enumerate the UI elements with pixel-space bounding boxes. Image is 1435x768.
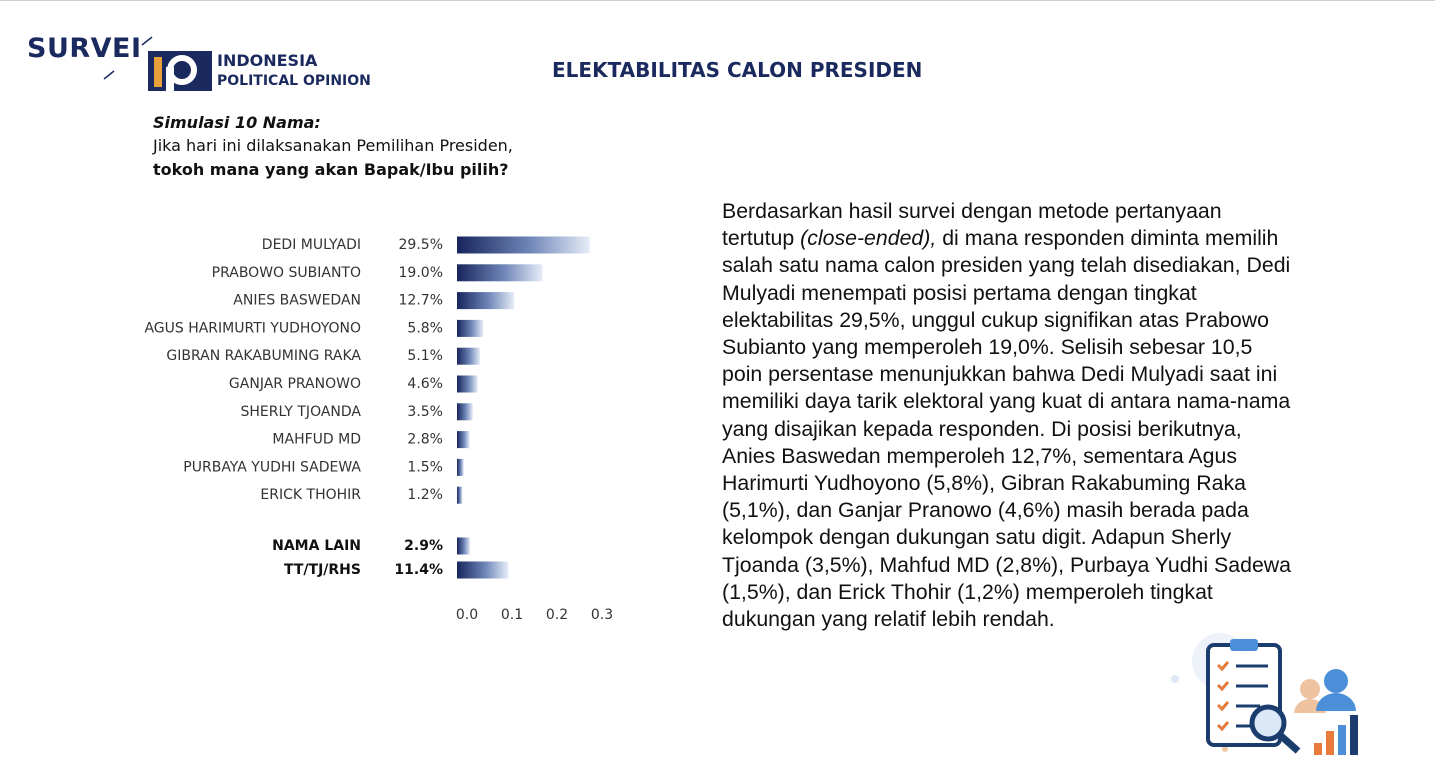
bar	[457, 561, 509, 579]
y-tick-label: ANIES BASWEDAN	[233, 293, 361, 309]
value-label: 11.4%	[394, 562, 443, 578]
bar	[457, 264, 543, 282]
description-text: di mana responden diminta memilih salah …	[722, 226, 1292, 632]
bar	[457, 292, 515, 310]
bar	[457, 403, 473, 421]
bar	[457, 375, 478, 393]
page-title: ELEKTABILITAS CALON PRESIDEN	[552, 58, 923, 82]
brand: SURVEI	[27, 33, 142, 64]
x-tick-label: 0.2	[546, 607, 568, 623]
description: Berdasarkan hasil survei dengan metode p…	[722, 198, 1297, 633]
bar	[457, 319, 484, 337]
y-tick-label: GIBRAN RAKABUMING RAKA	[166, 348, 361, 364]
value-label: 5.8%	[407, 320, 443, 336]
survey-illustration	[1171, 633, 1358, 755]
value-label: 4.6%	[407, 376, 443, 392]
value-label: 5.1%	[407, 348, 443, 364]
y-tick-label: GANJAR PRANOWO	[229, 376, 361, 392]
bar	[457, 236, 590, 254]
y-tick-label: PRABOWO SUBIANTO	[212, 265, 361, 281]
question-text: tokoh mana yang akan Bapak/Ibu pilih?	[153, 160, 509, 179]
value-label: 19.0%	[399, 265, 443, 281]
bar	[457, 431, 470, 449]
description-text: Berdasarkan hasil survei dengan metode p…	[722, 199, 1222, 251]
y-tick-label: TT/TJ/RHS	[284, 562, 361, 578]
x-tick-label: 0.0	[456, 607, 478, 623]
bar	[457, 347, 480, 365]
value-label: 12.7%	[399, 293, 443, 309]
description-text: (close-ended),	[800, 226, 937, 251]
y-tick-label: NAMA LAIN	[272, 538, 361, 554]
question-text: Jika hari ini dilaksanakan Pemilihan Pre…	[153, 136, 513, 155]
value-label: 1.5%	[407, 459, 443, 475]
y-tick-label: ERICK THOHIR	[260, 487, 361, 503]
question-label: Simulasi 10 Nama:	[153, 113, 321, 132]
bar	[457, 458, 464, 476]
brand-slashes	[103, 36, 153, 80]
bar	[457, 486, 463, 504]
value-label: 1.2%	[407, 487, 443, 503]
y-tick-label: DEDI MULYADI	[262, 237, 361, 253]
y-tick-label: AGUS HARIMURTI YUDHOYONO	[144, 320, 361, 336]
y-tick-label: MAHFUD MD	[272, 432, 361, 448]
y-tick-label: PURBAYA YUDHI SADEWA	[183, 459, 361, 475]
value-label: 2.9%	[404, 538, 443, 554]
org-name: POLITICAL OPINION	[217, 73, 371, 89]
value-label: 29.5%	[399, 237, 443, 253]
x-tick-label: 0.1	[501, 607, 523, 623]
bar	[457, 537, 471, 555]
value-label: 3.5%	[407, 404, 443, 420]
value-label: 2.8%	[407, 432, 443, 448]
y-tick-label: SHERLY TJOANDA	[240, 404, 361, 420]
logo	[148, 51, 212, 91]
x-tick-label: 0.3	[591, 607, 613, 623]
org-name: INDONESIA	[217, 51, 318, 70]
chart: DEDI MULYADI 29.5% PRABOWO SUBIANTO 19.0% AN…	[144, 236, 613, 623]
